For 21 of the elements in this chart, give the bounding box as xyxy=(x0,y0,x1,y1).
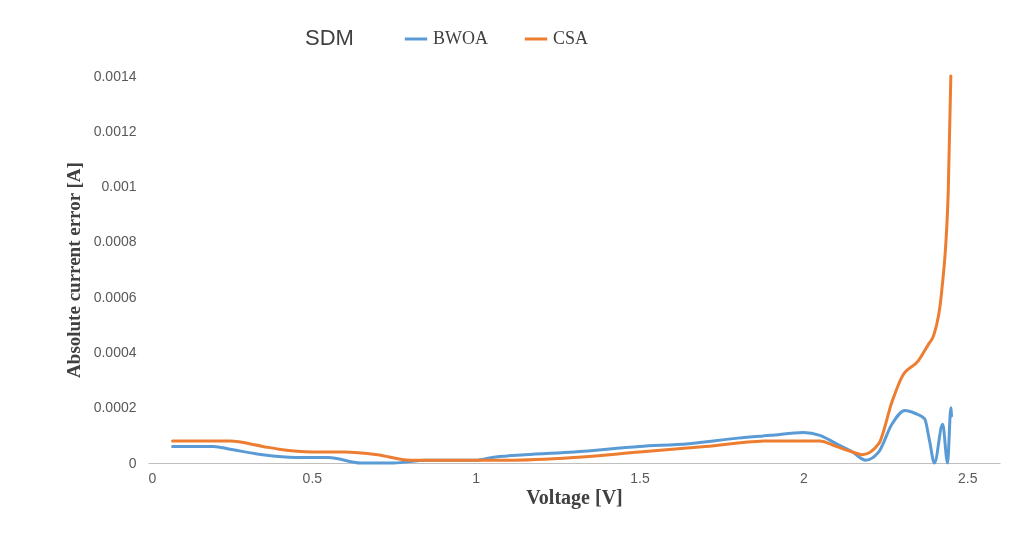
x-tick-label: 1.5 xyxy=(630,469,650,486)
y-tick-label: 0.0012 xyxy=(93,122,137,139)
line-series xyxy=(171,74,953,462)
x-axis-title: Voltage [V] xyxy=(526,485,623,509)
x-tick-label: 1 xyxy=(472,469,481,486)
legend-label: CSA xyxy=(553,28,589,48)
x-tick-label: 0.5 xyxy=(302,469,323,486)
x-tick-label: 0 xyxy=(148,469,157,486)
legend-label: BWOA xyxy=(433,28,488,48)
y-tick-label: 0.0002 xyxy=(93,399,137,416)
x-tick-label: 2.5 xyxy=(958,469,978,486)
y-tick-label: 0.0008 xyxy=(93,233,137,250)
y-tick-label: 0 xyxy=(128,454,137,471)
y-axis-title: Absolute current error [A] xyxy=(62,162,84,378)
y-tick-label: 0.0014 xyxy=(93,67,137,84)
chart-title: SDM xyxy=(305,25,354,50)
y-tick-label: 0.001 xyxy=(101,178,137,195)
y-tick-label: 0.0004 xyxy=(93,343,137,360)
line-series xyxy=(171,406,953,465)
y-tick-label: 0.0006 xyxy=(93,288,137,305)
x-tick-label: 2 xyxy=(799,469,808,486)
